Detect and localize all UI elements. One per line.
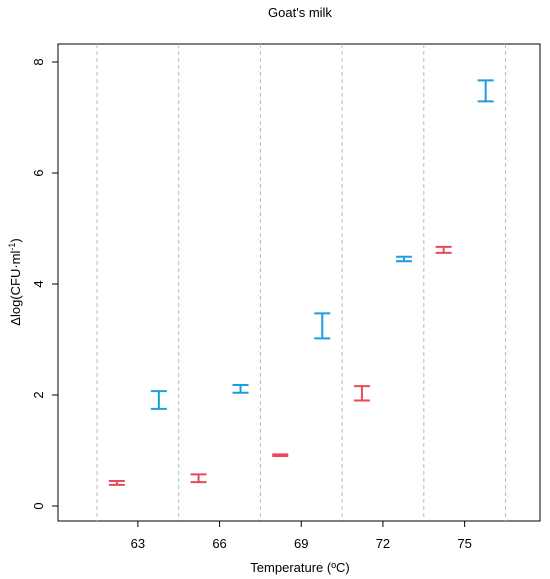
x-tick-label: 69: [294, 536, 308, 551]
y-tick-label: 8: [31, 58, 46, 65]
x-tick-label: 72: [376, 536, 390, 551]
plot-frame: [57, 43, 541, 522]
errorbar-blue-75: [477, 79, 494, 103]
y-axis: 0 2 4 6 8: [31, 58, 59, 510]
chart-title: Goat's milk: [268, 5, 332, 20]
y-axis-label-sup: -1: [7, 243, 17, 251]
errorbar-blue-66: [232, 384, 249, 394]
group-separators: [96, 44, 506, 521]
errorbar-red-72: [353, 385, 370, 402]
errorbar-blue-72: [395, 255, 412, 263]
errorbar-red-63: [108, 480, 125, 486]
y-axis-label: Δlog(CFU·ml-1): [7, 238, 23, 325]
y-axis-label-end: ): [8, 238, 23, 242]
error-bars: [108, 79, 494, 486]
errorbar-blue-69: [314, 312, 331, 340]
y-tick-label: 2: [31, 391, 46, 398]
x-tick-label: 75: [457, 536, 471, 551]
y-tick-label: 4: [31, 280, 46, 287]
errorbar-red-66: [190, 473, 207, 484]
y-tick-label: 0: [31, 502, 46, 509]
errorbar-red-75: [435, 245, 452, 254]
errorbar-blue-63: [150, 390, 167, 410]
x-axis: 63 66 69 72 75: [131, 520, 472, 551]
y-axis-label-main: Δlog(CFU·ml: [8, 251, 23, 326]
x-axis-label: Temperature (ºC): [250, 560, 349, 575]
y-tick-label: 6: [31, 169, 46, 176]
x-tick-label: 63: [131, 536, 145, 551]
x-tick-label: 66: [212, 536, 226, 551]
errorbar-red-69: [272, 453, 289, 458]
